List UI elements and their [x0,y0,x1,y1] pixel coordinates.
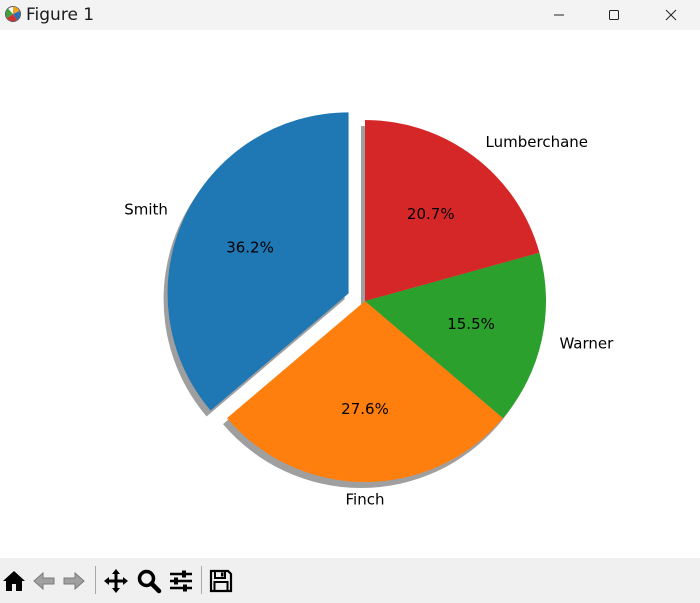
category-label-finch: Finch [346,491,385,509]
toolbar-separator [201,566,202,594]
zoom-icon[interactable] [136,568,162,594]
save-icon[interactable] [208,568,234,594]
pan-icon[interactable] [103,568,129,594]
pie-chart: Smith 36.2% Finch 27.6% Warner 15.5% Lumbercha… [124,112,614,509]
percent-label-smith: 36.2% [226,238,274,256]
pie-wedge-smith [167,112,349,411]
percent-label-warner: 15.5% [447,315,495,333]
minimize-icon [554,14,564,16]
minimize-button[interactable] [536,0,582,30]
close-button[interactable] [648,0,694,30]
maximize-button[interactable] [591,0,637,30]
category-label-smith: Smith [124,200,168,218]
figure-canvas: Smith 36.2% Finch 27.6% Warner 15.5% Lumbercha… [0,30,700,558]
percent-label-lumberchane: 20.7% [407,205,455,223]
configure-subplots-icon[interactable] [168,568,194,594]
close-icon [665,9,677,21]
pie-wedge-finch [226,301,504,482]
pie-wedge-lumberchane [365,120,540,301]
matplotlib-logo-icon [5,6,21,22]
maximize-icon [609,10,619,20]
pie-wedge-warner [365,252,546,419]
toolbar-separator [95,566,96,594]
forward-icon[interactable] [61,568,87,594]
percent-label-finch: 27.6% [341,400,389,418]
back-icon[interactable] [31,568,57,594]
category-label-lumberchane: Lumberchane [486,133,588,151]
home-icon[interactable] [1,568,27,594]
window-title: Figure 1 [26,5,95,25]
navigation-toolbar [0,558,700,603]
title-bar: Figure 1 [0,0,700,30]
category-label-warner: Warner [559,334,614,352]
